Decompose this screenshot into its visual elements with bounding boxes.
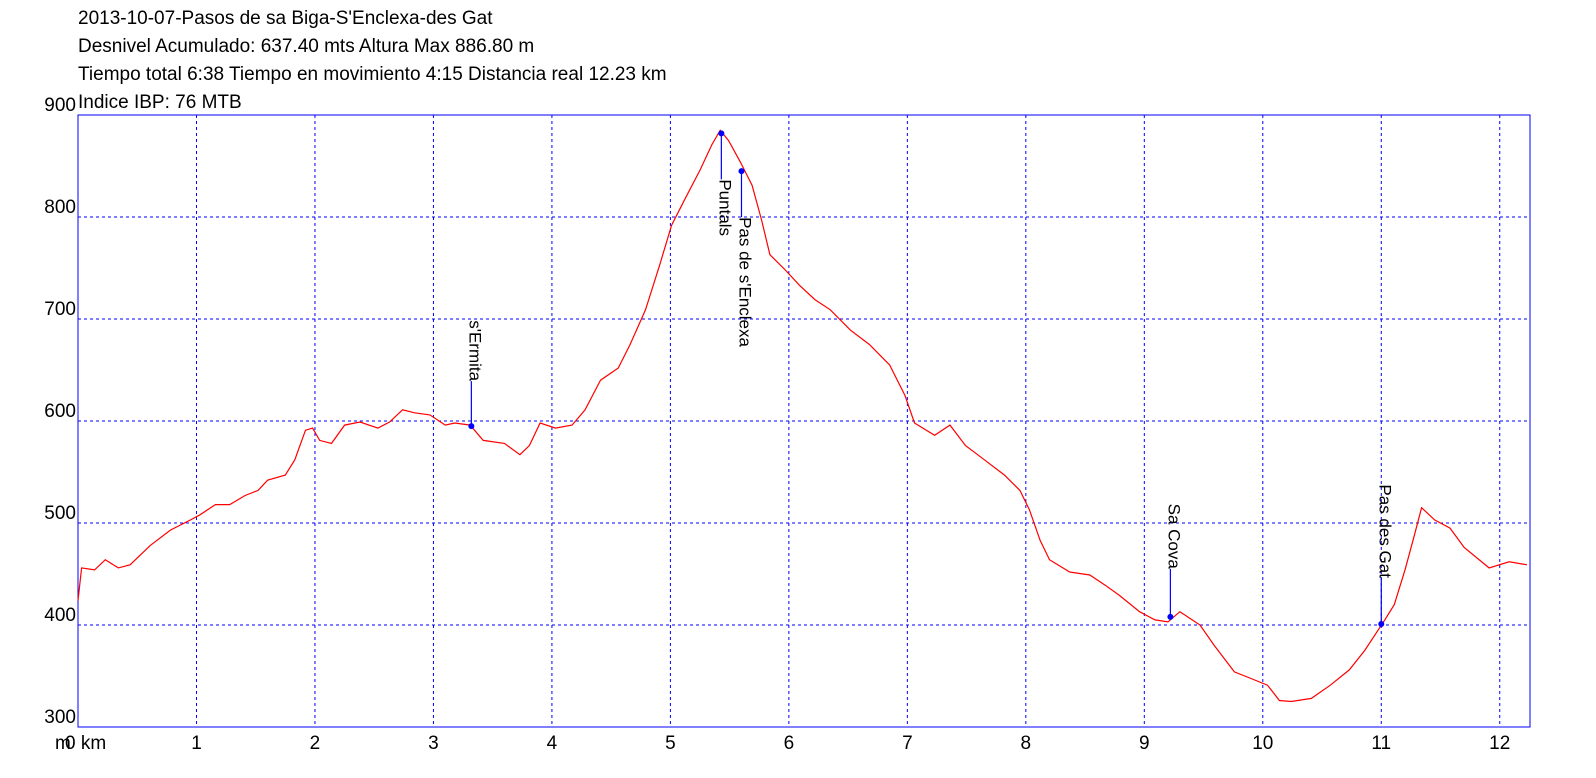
y-tick-label: 900 bbox=[44, 95, 76, 116]
elevation-line bbox=[77, 129, 1528, 703]
x-tick-label: 7 bbox=[902, 733, 913, 754]
plot-frame bbox=[77, 114, 1531, 728]
x-tick-label: 6 bbox=[784, 733, 795, 754]
annotation-label: Puntals bbox=[715, 179, 734, 236]
waypoint bbox=[468, 423, 475, 430]
y-tick-label: 700 bbox=[44, 299, 76, 320]
annotation-label: s'Ermita bbox=[465, 320, 484, 381]
y-tick-label: 600 bbox=[44, 401, 76, 422]
waypoint bbox=[738, 168, 745, 175]
x-tick-label: 4 bbox=[547, 733, 558, 754]
waypoint bbox=[1167, 613, 1174, 620]
x-tick-label: 2 bbox=[310, 733, 321, 754]
y-unit: m bbox=[55, 733, 71, 754]
annotation-label: Pas des Gat bbox=[1375, 484, 1394, 578]
x-tick-label: 12 bbox=[1489, 733, 1510, 754]
title-line: Indice IBP: 76 MTB bbox=[78, 92, 242, 113]
x-tick-label: 3 bbox=[428, 733, 439, 754]
x-tick-label: 11 bbox=[1371, 733, 1391, 754]
x-tick-label: 0 km bbox=[65, 733, 106, 754]
y-tick-label: 300 bbox=[44, 707, 76, 728]
waypoint bbox=[718, 130, 725, 137]
y-tick-label: 500 bbox=[44, 503, 76, 524]
x-tick-label: 10 bbox=[1252, 733, 1273, 754]
y-tick-label: 400 bbox=[44, 605, 76, 626]
x-tick-label: 8 bbox=[1021, 733, 1032, 754]
waypoint bbox=[1378, 620, 1385, 627]
y-tick-label: 800 bbox=[44, 197, 76, 218]
title-line: Desnivel Acumulado: 637.40 mts Altura Ma… bbox=[78, 36, 534, 57]
x-tick-label: 1 bbox=[191, 733, 202, 754]
title-line: 2013-10-07-Pasos de sa Biga-S'Enclexa-de… bbox=[78, 8, 493, 29]
x-tick-label: 5 bbox=[665, 733, 676, 754]
title-line: Tiempo total 6:38 Tiempo en movimiento 4… bbox=[78, 64, 667, 85]
x-tick-label: 9 bbox=[1139, 733, 1150, 754]
annotation-label: Pas de s'Enclexa bbox=[735, 217, 754, 347]
annotation-label: Sa Cova bbox=[1164, 504, 1183, 570]
